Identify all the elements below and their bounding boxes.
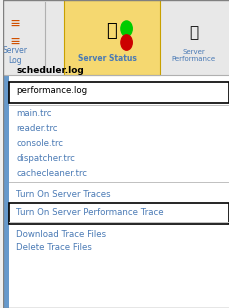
Text: Server
Performance: Server Performance	[171, 49, 215, 62]
Circle shape	[120, 35, 132, 50]
Bar	[3, 0, 229, 75]
Text: Delete Trace Files: Delete Trace Files	[16, 243, 92, 253]
Bar	[9, 203, 228, 224]
Text: performance.log: performance.log	[16, 86, 87, 95]
Text: Server Status: Server Status	[77, 54, 136, 63]
Circle shape	[120, 21, 132, 36]
Bar	[9, 82, 228, 103]
Bar	[64, 0, 159, 75]
Text: Server
Log: Server Log	[3, 46, 27, 65]
Text: Turn On Server Traces: Turn On Server Traces	[16, 189, 110, 199]
Text: scheduler.log: scheduler.log	[16, 66, 84, 75]
Text: reader.trc: reader.trc	[16, 124, 57, 133]
Bar	[3, 75, 229, 308]
Text: cachecleaner.trc: cachecleaner.trc	[16, 168, 87, 178]
Text: 📈: 📈	[188, 25, 197, 40]
Text: Turn On Server Performance Trace: Turn On Server Performance Trace	[16, 208, 163, 217]
Text: console.trc: console.trc	[16, 139, 63, 148]
Text: dispatcher.trc: dispatcher.trc	[16, 154, 75, 163]
Text: Download Trace Files: Download Trace Files	[16, 229, 106, 239]
Text: 📋: 📋	[106, 22, 117, 40]
Bar	[3, 75, 9, 308]
Text: main.trc: main.trc	[16, 109, 52, 119]
Text: ≡
≡: ≡ ≡	[11, 16, 20, 49]
